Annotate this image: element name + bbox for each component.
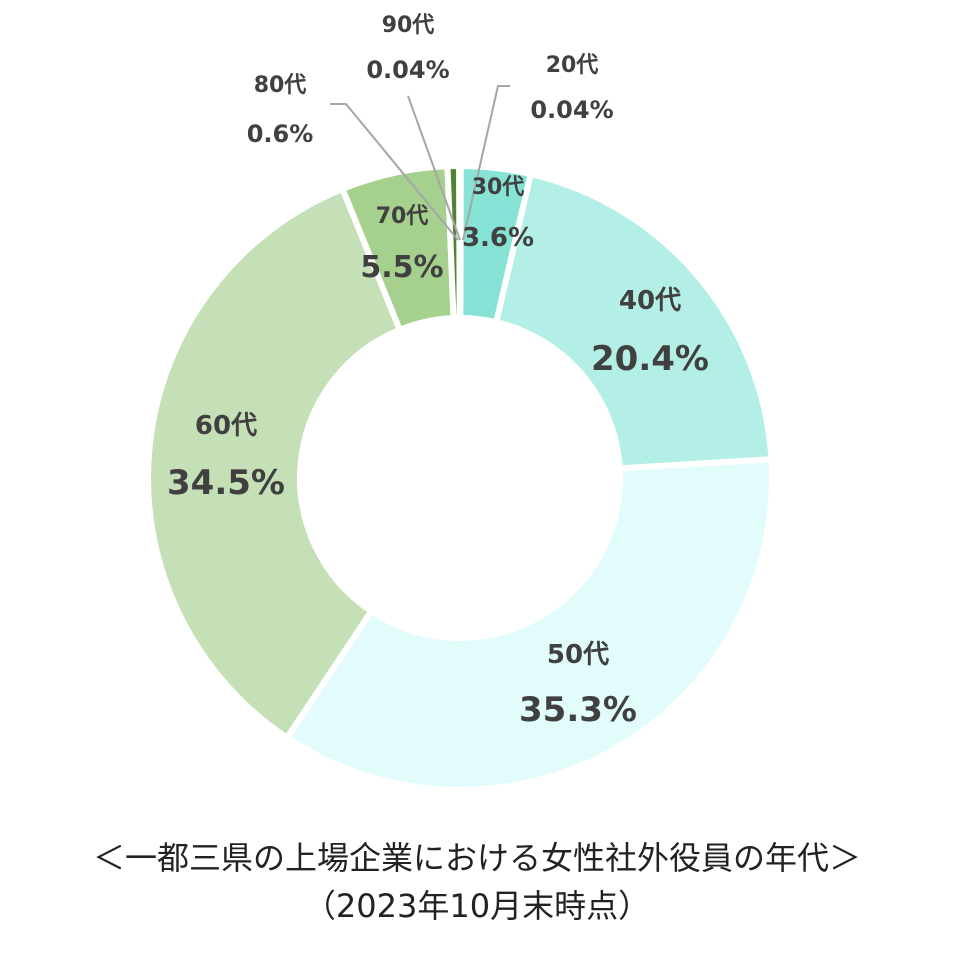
value-label-80s: 0.6% bbox=[247, 120, 314, 148]
value-label-20s: 0.04% bbox=[530, 96, 613, 124]
callout-line-20s bbox=[462, 85, 510, 241]
value-label-40s: 20.4% bbox=[591, 339, 709, 379]
category-label-90s: 90代 bbox=[382, 13, 435, 38]
donut-chart: 20代 0.04% 30代 3.6% 40代 20.4% 50代 35.3% 60代 34.5% 7… bbox=[145, 13, 775, 793]
value-label-60s: 34.5% bbox=[167, 463, 285, 503]
slice-group bbox=[145, 162, 775, 793]
chart-caption-title: ＜一都三県の上場企業における女性社外役員の年代＞ bbox=[92, 839, 861, 877]
value-label-70s: 5.5% bbox=[360, 250, 443, 285]
category-label-30s: 30代 bbox=[472, 175, 525, 200]
value-label-50s: 35.3% bbox=[519, 690, 637, 730]
category-label-80s: 80代 bbox=[254, 73, 307, 98]
category-label-20s: 20代 bbox=[546, 53, 599, 78]
callout-line-90s bbox=[407, 95, 461, 241]
label-group: 20代 0.04% 30代 3.6% 40代 20.4% 50代 35.3% 60代 34.5% 7… bbox=[167, 13, 709, 730]
value-label-90s: 0.04% bbox=[366, 56, 449, 84]
callout-line-80s bbox=[330, 103, 459, 241]
value-label-30s: 3.6% bbox=[462, 223, 534, 253]
slice-40s bbox=[492, 170, 775, 472]
slice-60s bbox=[145, 185, 404, 742]
category-label-40s: 40代 bbox=[619, 286, 681, 316]
category-label-70s: 70代 bbox=[376, 204, 429, 229]
category-label-50s: 50代 bbox=[547, 640, 609, 670]
chart-caption-date: （2023年10月末時点） bbox=[303, 887, 651, 925]
category-label-60s: 60代 bbox=[195, 411, 257, 441]
slice-90s bbox=[456, 162, 463, 322]
slice-50s bbox=[282, 456, 775, 793]
